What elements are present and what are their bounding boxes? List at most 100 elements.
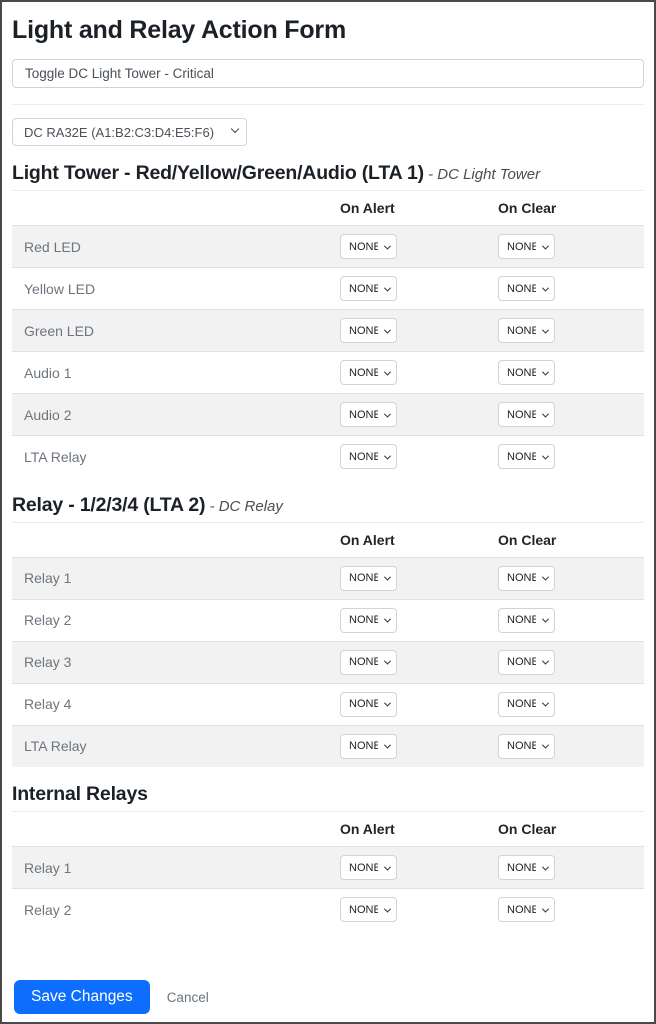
on-clear-select-cell: NONE	[486, 889, 644, 931]
on-clear-select[interactable]: NONE	[498, 402, 555, 427]
table-row: LTA Relay NONE NONE	[12, 725, 644, 767]
on-clear-select[interactable]: NONE	[498, 607, 555, 633]
row-label: LTA Relay	[24, 448, 87, 465]
section-title-text: Internal Relays	[12, 783, 148, 805]
on-clear-select[interactable]: NONE	[498, 691, 555, 717]
empty-header-cell	[12, 812, 328, 847]
on-alert-select[interactable]: NONE	[340, 733, 397, 759]
on-clear-select[interactable]: NONE	[498, 855, 555, 880]
table-row: Relay 1 NONE NONE	[12, 557, 644, 599]
section-subtitle: - DC Light Tower	[423, 166, 541, 183]
action-name-input[interactable]	[12, 59, 644, 88]
cancel-link[interactable]: Cancel	[166, 989, 209, 1005]
on-clear-select[interactable]: NONE	[498, 444, 555, 470]
section-title-text: Light Tower - Red/Yellow/Green/Audio (LT…	[12, 162, 424, 184]
on-alert-select[interactable]: NONE	[340, 318, 397, 343]
on-clear-select-wrap: NONE	[498, 855, 555, 880]
table-header-row: On Alert On Clear	[12, 523, 644, 558]
on-alert-select-cell: NONE	[328, 394, 486, 436]
on-alert-select-wrap: NONE	[340, 402, 397, 427]
on-alert-select-wrap: NONE	[340, 897, 397, 923]
on-clear-select[interactable]: NONE	[498, 276, 555, 301]
on-alert-select-wrap: NONE	[340, 276, 397, 301]
on-clear-header: On Clear	[498, 200, 557, 216]
on-clear-select-cell: NONE	[486, 847, 644, 889]
on-alert-select-wrap: NONE	[340, 733, 397, 759]
on-clear-select-wrap: NONE	[498, 234, 555, 259]
save-changes-button[interactable]: Save Changes	[14, 980, 150, 1014]
on-alert-select[interactable]: NONE	[340, 649, 397, 675]
on-clear-select-cell: NONE	[486, 599, 644, 641]
section-internal-relays: Internal Relays On Alert On Clear Relay …	[12, 783, 644, 931]
on-alert-select-cell: NONE	[328, 641, 486, 683]
on-alert-select-cell: NONE	[328, 310, 486, 352]
on-clear-select-wrap: NONE	[498, 897, 555, 923]
on-clear-select[interactable]: NONE	[498, 318, 555, 343]
on-alert-select-wrap: NONE	[340, 565, 397, 591]
table-header-row: On Alert On Clear	[12, 191, 644, 226]
on-alert-select-cell: NONE	[328, 847, 486, 889]
on-alert-select[interactable]: NONE	[340, 360, 397, 385]
on-alert-select-wrap: NONE	[340, 360, 397, 385]
section-heading: Light Tower - Red/Yellow/Green/Audio (LT…	[12, 162, 644, 191]
on-alert-select[interactable]: NONE	[340, 691, 397, 717]
on-clear-select[interactable]: NONE	[498, 565, 555, 591]
on-clear-select-cell: NONE	[486, 683, 644, 725]
on-clear-select-cell: NONE	[486, 226, 644, 268]
on-clear-select[interactable]: NONE	[498, 649, 555, 675]
section-heading: Relay - 1/2/3/4 (LTA 2) - DC Relay	[12, 494, 644, 523]
row-label: Relay 2	[24, 901, 72, 918]
on-alert-select[interactable]: NONE	[340, 607, 397, 633]
table-row: Relay 4 NONE NONE	[12, 683, 644, 725]
on-alert-select-wrap: NONE	[340, 444, 397, 470]
on-alert-select[interactable]: NONE	[340, 234, 397, 259]
device-select-wrap: DC RA32E (A1:B2:C3:D4:E5:F6)	[12, 105, 247, 146]
on-alert-select-cell: NONE	[328, 889, 486, 931]
action-table-internal-relays: On Alert On Clear Relay 1 NONE NONE Relay 2…	[12, 812, 644, 931]
device-select[interactable]: DC RA32E (A1:B2:C3:D4:E5:F6)	[12, 118, 247, 146]
row-label: Relay 3	[24, 654, 72, 670]
on-alert-select-wrap: NONE	[340, 855, 397, 880]
table-header-row: On Alert On Clear	[12, 812, 644, 847]
on-alert-select-wrap: NONE	[340, 649, 397, 675]
on-alert-select-cell: NONE	[328, 352, 486, 394]
on-alert-select[interactable]: NONE	[340, 855, 397, 880]
on-alert-select[interactable]: NONE	[340, 402, 397, 427]
on-clear-select-wrap: NONE	[498, 649, 555, 675]
row-label: Green LED	[24, 322, 95, 339]
on-alert-select[interactable]: NONE	[340, 276, 397, 301]
table-row: LTA Relay NONE NONE	[12, 435, 644, 478]
on-clear-select[interactable]: NONE	[498, 234, 555, 259]
on-alert-select-wrap: NONE	[340, 691, 397, 717]
on-alert-select[interactable]: NONE	[340, 565, 397, 591]
form-container: Light and Relay Action Form DC RA32E (A1…	[2, 16, 654, 1014]
on-clear-select-cell: NONE	[486, 394, 644, 436]
on-clear-select[interactable]: NONE	[498, 897, 555, 923]
on-alert-select-cell: NONE	[328, 557, 486, 599]
on-clear-select[interactable]: NONE	[498, 360, 555, 385]
on-clear-header: On Clear	[498, 821, 557, 837]
row-label: Yellow LED	[24, 280, 96, 297]
row-label: Audio 2	[24, 406, 72, 423]
on-clear-select-cell: NONE	[486, 310, 644, 352]
table-row: Relay 1 NONE NONE	[12, 846, 644, 889]
empty-header-cell	[12, 523, 328, 558]
on-clear-select-wrap: NONE	[498, 276, 555, 301]
section-relay: Relay - 1/2/3/4 (LTA 2) - DC Relay On Al…	[12, 494, 644, 767]
on-clear-select-wrap: NONE	[498, 360, 555, 385]
row-label: Red LED	[24, 238, 81, 255]
on-clear-select-wrap: NONE	[498, 318, 555, 343]
on-alert-select[interactable]: NONE	[340, 444, 397, 470]
section-light-tower: Light Tower - Red/Yellow/Green/Audio (LT…	[12, 162, 644, 478]
on-clear-select[interactable]: NONE	[498, 733, 555, 759]
page-title: Light and Relay Action Form	[12, 16, 346, 44]
table-row: Yellow LED NONE NONE	[12, 267, 644, 310]
on-clear-select-cell: NONE	[486, 641, 644, 683]
on-clear-header: On Clear	[498, 531, 557, 548]
table-row: Red LED NONE NONE	[12, 225, 644, 268]
on-alert-header: On Alert	[340, 200, 395, 216]
table-row: Relay 2 NONE NONE	[12, 599, 644, 641]
on-clear-select-cell: NONE	[486, 352, 644, 394]
on-alert-select[interactable]: NONE	[340, 897, 397, 923]
